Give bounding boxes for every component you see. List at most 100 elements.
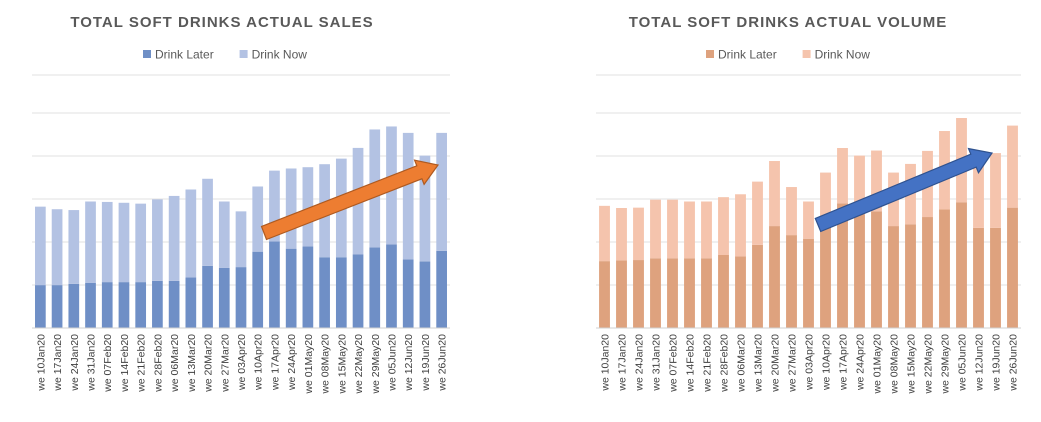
bar-drink-later xyxy=(185,277,197,328)
x-tick-label: we 10Jan20 xyxy=(35,334,47,392)
x-tick-label: we 17Jan20 xyxy=(617,334,629,392)
x-tick-label: we 22May20 xyxy=(923,334,935,395)
bar-drink-later xyxy=(269,241,280,328)
x-tick-label: we 06Mar20 xyxy=(169,334,181,393)
bar-drink-now xyxy=(820,172,831,226)
bar-drink-later xyxy=(235,267,247,328)
bar-drink-now xyxy=(285,168,297,249)
bar-drink-later xyxy=(990,227,1001,328)
x-tick-label: we 17Apr20 xyxy=(838,334,850,391)
x-tick-label: we 31Jan20 xyxy=(651,334,663,392)
bar-drink-later xyxy=(352,254,364,328)
bar-drink-now xyxy=(650,199,661,259)
bar-drink-now xyxy=(402,132,414,260)
x-tick-label: we 15May20 xyxy=(906,334,918,395)
bar-drink-now xyxy=(973,159,984,228)
bar-drink-later xyxy=(888,226,899,328)
x-tick-label: we 29May20 xyxy=(940,334,952,395)
bar-drink-now xyxy=(101,201,113,283)
chart-title: TOTAL SOFT DRINKS ACTUAL SALES xyxy=(70,14,373,31)
legend-label: Drink Later xyxy=(155,48,214,62)
bar-drink-later xyxy=(85,282,96,328)
bar-drink-later xyxy=(599,261,610,328)
bar-drink-later xyxy=(871,211,882,328)
x-tick-label: we 24Apr20 xyxy=(286,334,298,391)
x-tick-label: we 24Jan20 xyxy=(634,334,646,392)
bar-drink-later xyxy=(667,258,678,328)
bar-drink-later xyxy=(650,258,661,328)
legend-label: Drink Now xyxy=(252,48,308,62)
trend-arrow xyxy=(814,147,994,233)
x-tick-label: we 17Apr20 xyxy=(269,334,281,391)
x-tick-label: we 06Mar20 xyxy=(736,334,748,393)
bar-drink-later xyxy=(386,244,397,328)
x-tick-label: we 03Apr20 xyxy=(236,334,248,391)
bar-drink-later xyxy=(202,265,213,328)
x-tick-label: we 10Apr20 xyxy=(821,334,833,391)
bar-drink-later xyxy=(803,238,814,328)
bar-drink-later xyxy=(922,217,933,328)
x-tick-label: we 14Feb20 xyxy=(119,334,131,393)
bar-drink-later xyxy=(769,226,780,328)
bar-drink-later xyxy=(369,247,381,328)
bar-drink-now xyxy=(735,194,746,257)
x-tick-label: we 12Jun20 xyxy=(403,334,415,392)
x-tick-label: we 08May20 xyxy=(889,334,901,395)
bar-drink-later xyxy=(402,259,414,328)
legend-swatch xyxy=(239,50,248,58)
bar-drink-now xyxy=(990,153,1001,228)
x-tick-label: we 22May20 xyxy=(353,334,365,395)
bar-drink-now xyxy=(235,211,247,268)
bar-drink-later xyxy=(35,285,46,328)
bar-drink-now xyxy=(269,170,280,242)
bar-drink-now xyxy=(51,209,63,286)
x-tick-label: we 13Mar20 xyxy=(753,334,765,393)
x-tick-label: we 21Feb20 xyxy=(136,334,148,393)
x-tick-label: we 20Mar20 xyxy=(203,334,215,393)
bar-drink-later xyxy=(101,282,113,328)
x-tick-label: we 20Mar20 xyxy=(770,334,782,393)
bar-drink-later xyxy=(752,244,763,328)
x-tick-label: we 27Mar20 xyxy=(219,334,231,393)
trend-arrow xyxy=(260,159,440,241)
x-tick-label: we 17Jan20 xyxy=(52,334,64,392)
bar-drink-later xyxy=(973,227,984,328)
bar-drink-later xyxy=(218,267,230,328)
bar-drink-later xyxy=(319,257,330,328)
bar-drink-now xyxy=(599,205,610,262)
bar-drink-now xyxy=(35,206,46,286)
x-tick-label: we 10Jan20 xyxy=(600,334,612,392)
bar-drink-later xyxy=(820,225,831,328)
bar-drink-now xyxy=(68,210,80,284)
x-tick-label: we 28Feb20 xyxy=(719,334,731,393)
bar-drink-now xyxy=(218,201,230,268)
bar-drink-now xyxy=(436,132,447,251)
x-tick-label: we 31Jan20 xyxy=(86,334,98,392)
bar-drink-later xyxy=(956,202,967,328)
bar-drink-now xyxy=(786,187,797,236)
bar-drink-later xyxy=(735,256,746,328)
x-tick-label: we 27Mar20 xyxy=(787,334,799,393)
x-tick-label: we 01May20 xyxy=(872,334,884,395)
bar-drink-later xyxy=(939,209,950,328)
x-tick-label: we 08May20 xyxy=(320,334,332,395)
chart-title: TOTAL SOFT DRINKS ACTUAL VOLUME xyxy=(629,14,948,31)
x-tick-label: we 29May20 xyxy=(370,334,382,395)
bar-drink-now xyxy=(419,155,431,262)
x-tick-label: we 10Apr20 xyxy=(253,334,265,391)
bar-drink-now xyxy=(135,203,147,283)
legend-label: Drink Later xyxy=(718,48,777,62)
bar-drink-later xyxy=(335,257,347,328)
x-tick-label: we 07Feb20 xyxy=(668,334,680,393)
bar-drink-now xyxy=(152,199,163,281)
volume-chart: TOTAL SOFT DRINKS ACTUAL VOLUME Drink Lat… xyxy=(596,14,1021,395)
bar-drink-later xyxy=(718,254,729,328)
bar-drink-now xyxy=(85,201,96,283)
bar-drink-later xyxy=(701,258,712,328)
legend-label: Drink Now xyxy=(815,48,871,62)
bar-drink-now xyxy=(252,186,264,252)
x-tick-label: we 14Feb20 xyxy=(685,334,697,393)
bar-drink-later xyxy=(616,260,627,328)
bar-drink-now xyxy=(118,202,130,283)
